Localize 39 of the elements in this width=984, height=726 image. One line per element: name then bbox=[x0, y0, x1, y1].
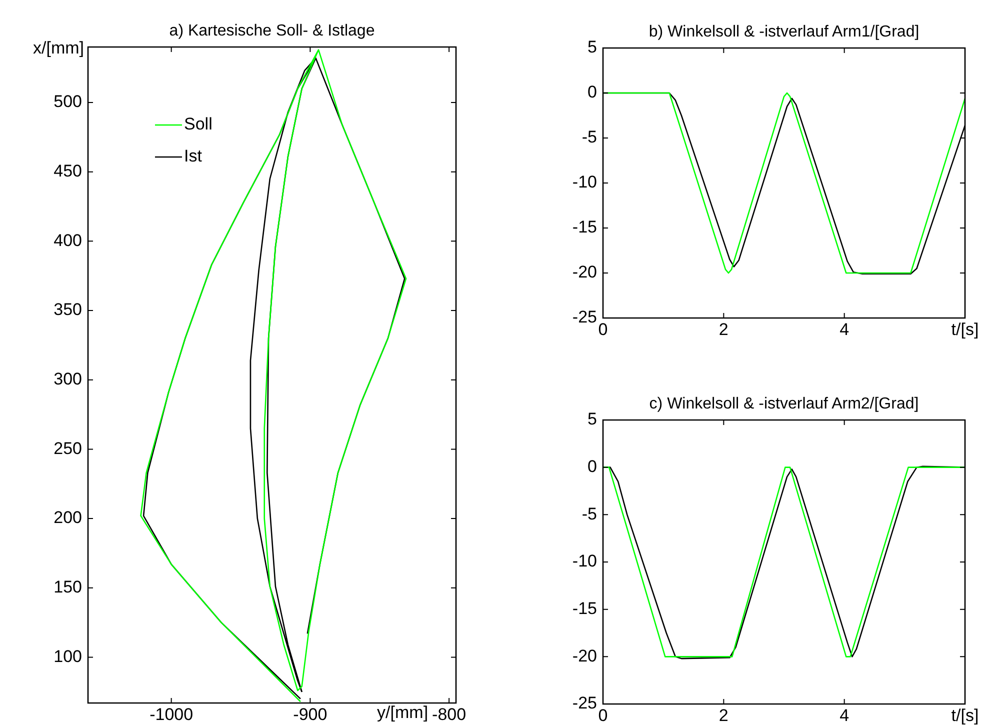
y-tick-label: 100 bbox=[54, 646, 82, 666]
y-tick-label: 350 bbox=[54, 300, 82, 320]
y-tick-label: 200 bbox=[54, 508, 82, 528]
legend-label: Soll bbox=[184, 114, 212, 134]
y-tick-label: 300 bbox=[54, 370, 82, 389]
chart-title: c) Winkelsoll & -istverlauf Arm2/[Grad] bbox=[649, 395, 919, 412]
y-tick-label: 5 bbox=[588, 410, 597, 429]
x-axis-title: t/[s] bbox=[951, 706, 979, 726]
chart-title: b) Winkelsoll & -istverlauf Arm1/[Grad] bbox=[648, 23, 920, 40]
y-tick-label: 500 bbox=[54, 92, 82, 112]
x-tick-label: 4 bbox=[840, 320, 850, 339]
y-tick-label: 400 bbox=[54, 230, 82, 250]
y-tick-label: -25 bbox=[572, 694, 597, 713]
x-axis-title: y/[mm] bbox=[377, 703, 428, 722]
y-tick-label: -25 bbox=[572, 308, 597, 327]
y-tick-label: -15 bbox=[572, 218, 597, 237]
legend-label: Ist bbox=[184, 146, 202, 166]
y-tick-label: -5 bbox=[582, 504, 597, 524]
y-tick-label: -20 bbox=[572, 646, 597, 666]
y-tick-label: -10 bbox=[572, 552, 597, 571]
y-tick-label: -20 bbox=[572, 262, 597, 282]
x-tick-label: 2 bbox=[718, 706, 728, 725]
x-tick-label: -1000 bbox=[150, 704, 194, 724]
y-tick-label: 150 bbox=[54, 578, 82, 597]
y-tick-label: -10 bbox=[572, 172, 597, 192]
y-tick-label: -5 bbox=[582, 128, 597, 147]
y-tick-label: 450 bbox=[54, 162, 82, 181]
x-tick-label: 2 bbox=[718, 320, 728, 339]
x-tick-label: -800 bbox=[432, 704, 466, 724]
x-tick-label: 4 bbox=[840, 706, 850, 725]
y-axis-title: x/[mm] bbox=[33, 38, 84, 58]
y-tick-label: 0 bbox=[588, 457, 597, 476]
y-tick-label: 250 bbox=[54, 438, 82, 458]
y-tick-label: -15 bbox=[572, 599, 597, 618]
x-tick-label: -900 bbox=[293, 704, 328, 724]
y-tick-label: 5 bbox=[588, 38, 597, 57]
chart-title: a) Kartesische Soll- & Istlage bbox=[169, 22, 375, 40]
x-axis-title: t/[s] bbox=[951, 320, 979, 340]
y-tick-label: 0 bbox=[588, 82, 597, 102]
